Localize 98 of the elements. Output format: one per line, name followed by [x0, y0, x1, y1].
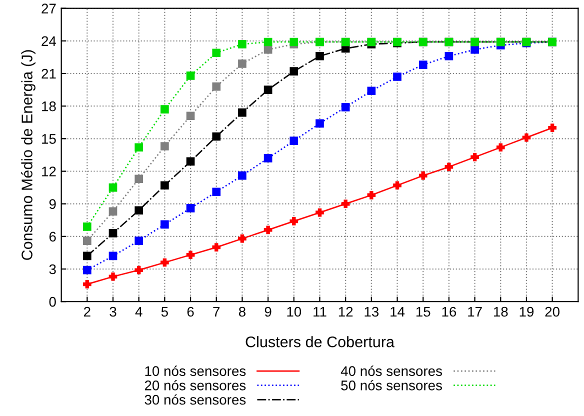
point — [316, 208, 324, 217]
point — [108, 207, 118, 216]
x-tick-label: 7 — [213, 306, 220, 317]
x-tick-label: 9 — [264, 306, 272, 317]
point — [418, 171, 428, 180]
x-tick-label: 20 — [545, 306, 560, 317]
point — [212, 132, 221, 141]
y-tick-label: 18 — [42, 101, 56, 112]
point — [160, 220, 169, 229]
point — [134, 174, 144, 184]
point — [470, 152, 479, 162]
point — [186, 72, 195, 80]
point — [82, 252, 92, 260]
point — [290, 136, 298, 146]
y-tick-label: 15 — [42, 134, 56, 144]
point — [290, 38, 298, 46]
x-tick-label: 17 — [468, 306, 482, 317]
legend-label: 30 nós sensores — [144, 394, 246, 405]
legend-label: 10 nós sensores — [145, 366, 246, 376]
point — [160, 105, 169, 114]
point — [264, 38, 272, 46]
legend-label: 20 nós sensores — [144, 380, 246, 390]
point — [82, 222, 92, 231]
x-tick-label: 18 — [494, 306, 508, 317]
point — [82, 236, 92, 245]
point — [134, 206, 144, 215]
point — [212, 48, 221, 58]
x-tick-label: 13 — [364, 306, 379, 317]
y-tick-label: 27 — [42, 4, 56, 14]
x-tick-label: 14 — [390, 306, 405, 317]
x-tick-label: 12 — [338, 306, 353, 317]
point — [134, 236, 144, 245]
x-tick-label: 2 — [84, 306, 90, 317]
x-tick-label: 15 — [416, 306, 430, 317]
point — [496, 143, 505, 152]
point — [316, 52, 324, 60]
point — [212, 82, 221, 91]
point — [82, 280, 92, 288]
point — [238, 108, 246, 117]
point — [82, 266, 92, 274]
y-tick-label: 12 — [42, 166, 56, 176]
x-tick-label: 5 — [161, 306, 168, 317]
point — [470, 45, 479, 54]
legend-label: 40 nós sensores — [340, 366, 442, 376]
y-tick-label: 6 — [49, 232, 56, 242]
point — [341, 200, 350, 208]
point — [341, 103, 350, 112]
y-tick-label: 9 — [49, 199, 56, 210]
x-axis-title: Clusters de Cobertura — [246, 336, 394, 348]
point — [367, 86, 376, 96]
y-tick-label: 3 — [49, 264, 56, 274]
x-tick-label: 16 — [442, 306, 456, 317]
point — [160, 181, 169, 190]
point — [108, 229, 118, 238]
x-tick-label: 10 — [287, 306, 302, 317]
point — [160, 258, 169, 267]
point — [212, 188, 221, 196]
y-tick-label: 21 — [42, 68, 56, 79]
point — [367, 190, 376, 200]
point — [160, 142, 169, 150]
x-tick-label: 19 — [520, 306, 534, 317]
point — [264, 226, 272, 234]
point — [290, 67, 298, 76]
point — [522, 133, 531, 142]
legend-label: 50 nós sensores — [341, 380, 442, 390]
y-axis-title: Consumo Médio de Energia (J) — [21, 50, 36, 260]
point — [444, 52, 454, 60]
x-tick-label: 3 — [110, 306, 116, 317]
point — [108, 272, 118, 281]
point — [264, 154, 272, 162]
point — [238, 171, 246, 180]
y-tick-label: 0 — [49, 296, 56, 307]
point — [238, 234, 246, 243]
point — [264, 45, 272, 54]
point — [186, 204, 195, 212]
point — [316, 119, 324, 128]
point — [418, 60, 428, 69]
y-tick-label: 24 — [42, 36, 56, 46]
point — [186, 250, 195, 260]
point — [212, 243, 221, 252]
point — [444, 162, 454, 172]
point — [186, 157, 195, 166]
point — [393, 181, 402, 190]
point — [548, 124, 556, 132]
point — [264, 86, 272, 94]
point — [108, 252, 118, 260]
point — [290, 217, 298, 226]
point — [134, 143, 144, 152]
point — [108, 183, 118, 192]
x-tick-label: 11 — [314, 306, 326, 317]
point — [238, 60, 246, 68]
point — [393, 72, 402, 81]
point — [238, 40, 246, 48]
x-tick-label: 6 — [187, 306, 194, 317]
x-tick-label: 8 — [238, 306, 246, 317]
x-tick-label: 4 — [135, 306, 142, 317]
point — [186, 112, 195, 120]
point — [134, 266, 144, 274]
